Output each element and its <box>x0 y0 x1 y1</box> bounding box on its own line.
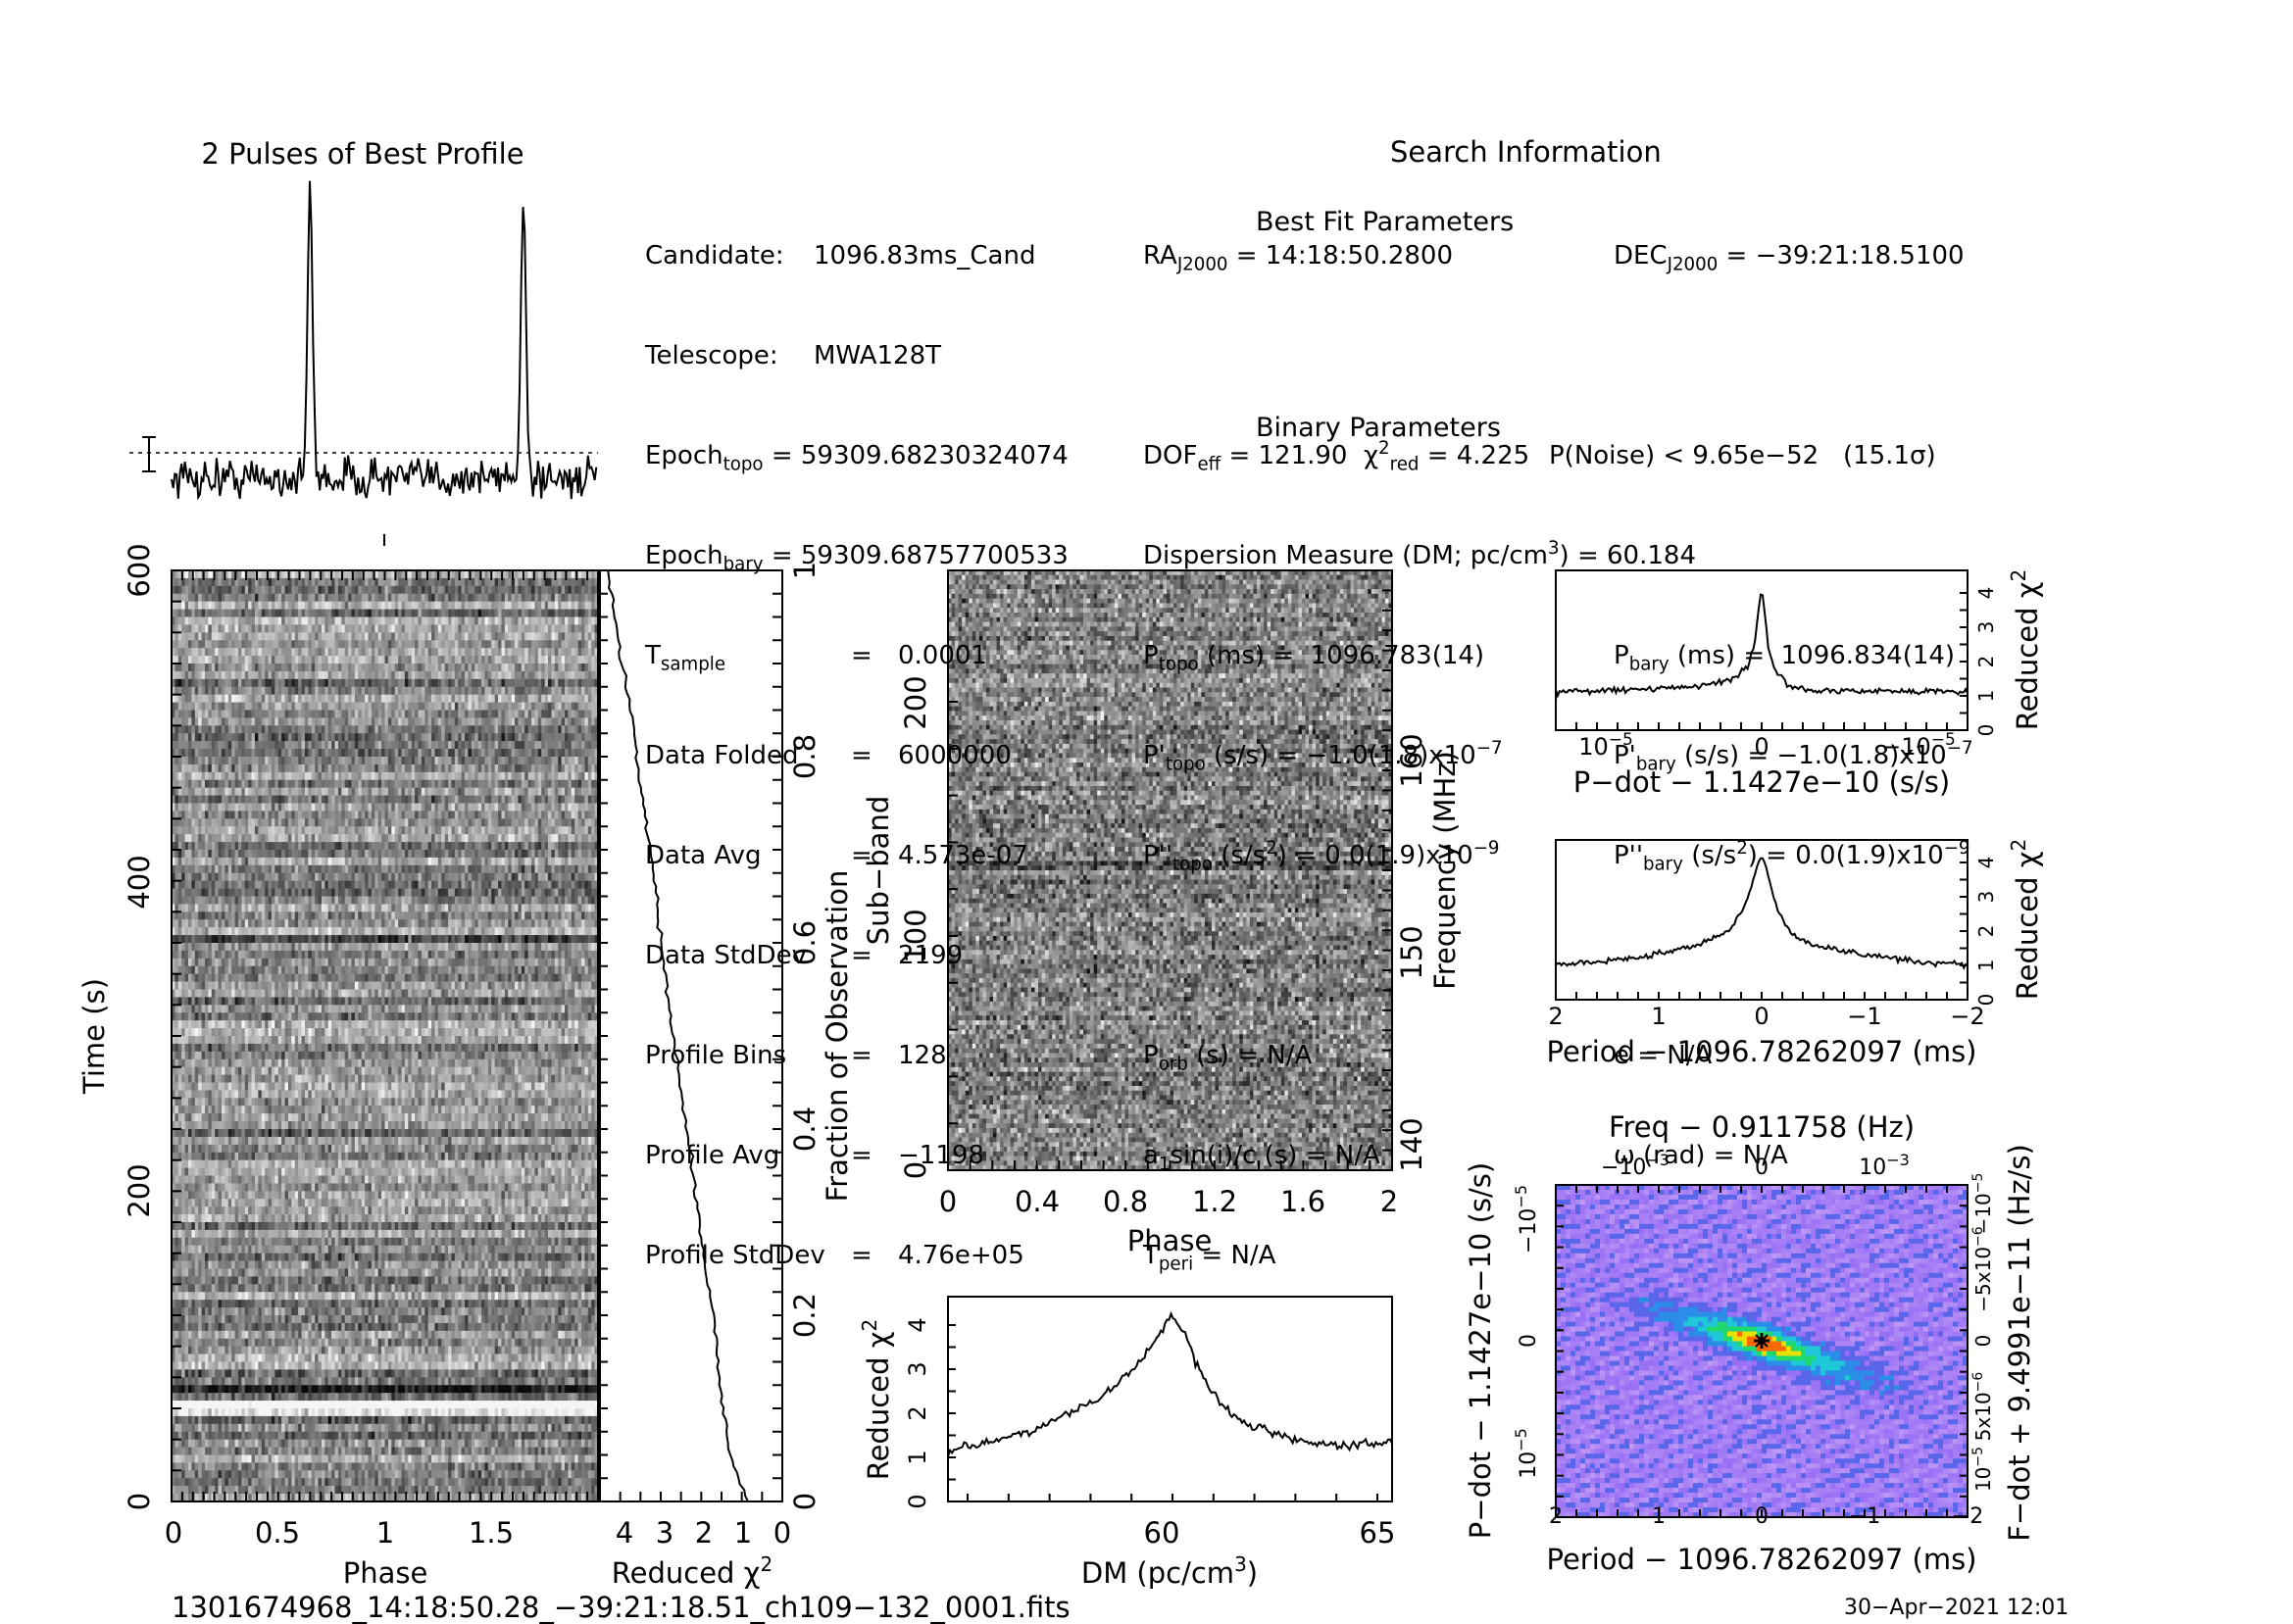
pd-ytick-1: 1 <box>1974 690 1998 703</box>
info-row-epoch-bary: Epochbary = 59309.68757700533 <box>645 539 1069 572</box>
cf-xlabel: Reduced χ2 <box>612 1552 773 1590</box>
map-xtick-4: −2 <box>1952 1504 1983 1529</box>
map-ylabel-right: F−dot + 9.4991e−11 (Hz/s) <box>2003 1144 2036 1542</box>
date-stamp: 30−Apr−2021 12:01 <box>1844 1596 2069 1620</box>
dm-ytick-2: 2 <box>904 1405 931 1420</box>
dm-ylabel: Reduced χ2 <box>858 1319 895 1480</box>
info-row-data-avg: Data Avg=4.573e-07 <box>645 839 1069 872</box>
dm-chi-line <box>948 1314 1392 1456</box>
map-xtick-1: 1 <box>1652 1504 1666 1529</box>
map-xtick-2: 0 <box>1755 1504 1769 1529</box>
filename-footer: 1301674968_14:18:50.28_−39:21:18.51_ch10… <box>172 1591 1071 1624</box>
pnoise-row: P(Noise) < 9.65e−52 (15.1σ) <box>1549 439 1973 472</box>
pc-ylabel: Reduced χ2 <box>2007 839 2044 1000</box>
pulse-profile-line <box>172 181 596 499</box>
info-row-data-folded: Data Folded=6000000 <box>645 739 1069 772</box>
tp-ytick-0: 0 <box>123 1493 156 1510</box>
pd-ytick-3: 3 <box>1974 621 1998 634</box>
cf-xtick-4: 0 <box>773 1516 791 1550</box>
map-rtick-1: 5x10−6 <box>1970 1372 1995 1442</box>
cf-xtick-1: 3 <box>656 1516 673 1550</box>
info-row-profile-bins: Profile Bins=128 <box>645 1039 1069 1072</box>
time-phase-heatmap <box>172 570 598 1501</box>
dec-row: DECJ2000 = −39:21:18.5100 <box>1614 239 1973 272</box>
tp-xtick-2: 1 <box>376 1516 394 1550</box>
map-rtick-0: 10−5 <box>1970 1447 1995 1492</box>
dm-ytick-3: 3 <box>904 1361 931 1376</box>
map-xtick-3: −1 <box>1849 1504 1880 1529</box>
pc-ytick-2: 2 <box>1974 925 1998 938</box>
dm-chi-plot: 60 65 DM (pc/cm3) 0 1 2 3 4 Reduced χ2 <box>858 1297 1395 1590</box>
search-info-title: Search Information <box>1390 135 1662 169</box>
tp-xtick-1: 0.5 <box>255 1516 300 1550</box>
pddbary-row: P''bary (s/s2) = 0.0(1.9)x10−9 <box>1614 839 1973 872</box>
pd-ylabel: Reduced χ2 <box>2007 569 2044 730</box>
cf-xtick-2: 2 <box>695 1516 713 1550</box>
tp-ylabel: Time (s) <box>77 978 111 1095</box>
tperi-row: Tperi = N/A <box>1143 1239 1696 1272</box>
cf-xtick-0: 4 <box>616 1516 633 1550</box>
cf-ytick-0: 0 <box>788 1493 822 1510</box>
pd-ytick-4: 4 <box>1974 587 1998 600</box>
best-fit-marker-icon <box>1754 1333 1770 1349</box>
info-row-profile-stddev: Profile StdDev=4.76e+05 <box>645 1239 1069 1272</box>
search-info-right: DECJ2000 = −39:21:18.5100 P(Noise) < 9.6… <box>1614 172 1973 1206</box>
pc-ytick-1: 1 <box>1974 960 1998 972</box>
pbary-row: Pbary (ms) = 1096.834(14) <box>1614 639 1973 672</box>
omega-row: ω (rad) = N/A <box>1614 1139 1973 1172</box>
pd-ytick-2: 2 <box>1974 656 1998 668</box>
tp-ytick-1: 200 <box>123 1163 156 1217</box>
map-ytick-1: 0 <box>1517 1334 1541 1348</box>
cf-xtick-3: 1 <box>734 1516 752 1550</box>
tp-xlabel: Phase <box>343 1556 428 1590</box>
dm-ytick-0: 0 <box>904 1494 931 1508</box>
pulse-profile-plot <box>129 181 598 546</box>
map-rtick-4: −10−5 <box>1970 1173 1995 1235</box>
candidate-info-table: Candidate:1096.83ms_Cand Telescope:MWA12… <box>645 172 1069 1305</box>
dm-ytick-4: 4 <box>904 1317 931 1332</box>
pc-ytick-0: 0 <box>1974 994 1998 1007</box>
profile-title: 2 Pulses of Best Profile <box>201 137 523 171</box>
tp-xtick-3: 1.5 <box>469 1516 514 1550</box>
info-row-tsample: Tsample=0.0001 <box>645 639 1069 672</box>
map-xlabel: Period − 1096.78262097 (ms) <box>1547 1543 1977 1576</box>
map-rtick-2: 0 <box>1971 1335 1995 1348</box>
tp-xtick-0: 0 <box>165 1516 182 1550</box>
e-row: e = N/A <box>1614 1039 1973 1072</box>
info-row-telescope: Telescope:MWA128T <box>645 339 1069 372</box>
pc-ytick-3: 3 <box>1974 891 1998 904</box>
info-row-data-stddev: Data StdDev=2199 <box>645 939 1069 972</box>
info-row-profile-avg: Profile Avg=−1198 <box>645 1139 1069 1172</box>
info-row-candidate: Candidate:1096.83ms_Cand <box>645 239 1069 272</box>
map-ytick-0: 10−5 <box>1512 1428 1541 1479</box>
time-phase-plot: 0 0.5 1 1.5 Phase 0 200 400 600 Time (s) <box>77 543 598 1590</box>
pdbary-row: P'bary (s/s) = −1.0(1.8)x10−7 <box>1614 739 1973 772</box>
tp-ytick-2: 400 <box>123 855 156 909</box>
dm-xtick-0: 60 <box>1144 1516 1180 1550</box>
tp-ytick-3: 600 <box>123 543 156 597</box>
map-xtick-0: 2 <box>1549 1504 1563 1529</box>
dm-ytick-1: 1 <box>904 1450 931 1464</box>
map-rtick-3: −5x10−6 <box>1970 1226 1995 1312</box>
pd-ytick-0: 0 <box>1974 724 1998 737</box>
sb-xtick-2: 0.8 <box>1103 1185 1148 1218</box>
pc-ytick-4: 4 <box>1974 857 1998 869</box>
dm-xtick-1: 65 <box>1360 1516 1396 1550</box>
dm-xlabel: DM (pc/cm3) <box>1081 1552 1258 1590</box>
info-row-epoch-topo: Epochtopo = 59309.68230324074 <box>645 439 1069 472</box>
